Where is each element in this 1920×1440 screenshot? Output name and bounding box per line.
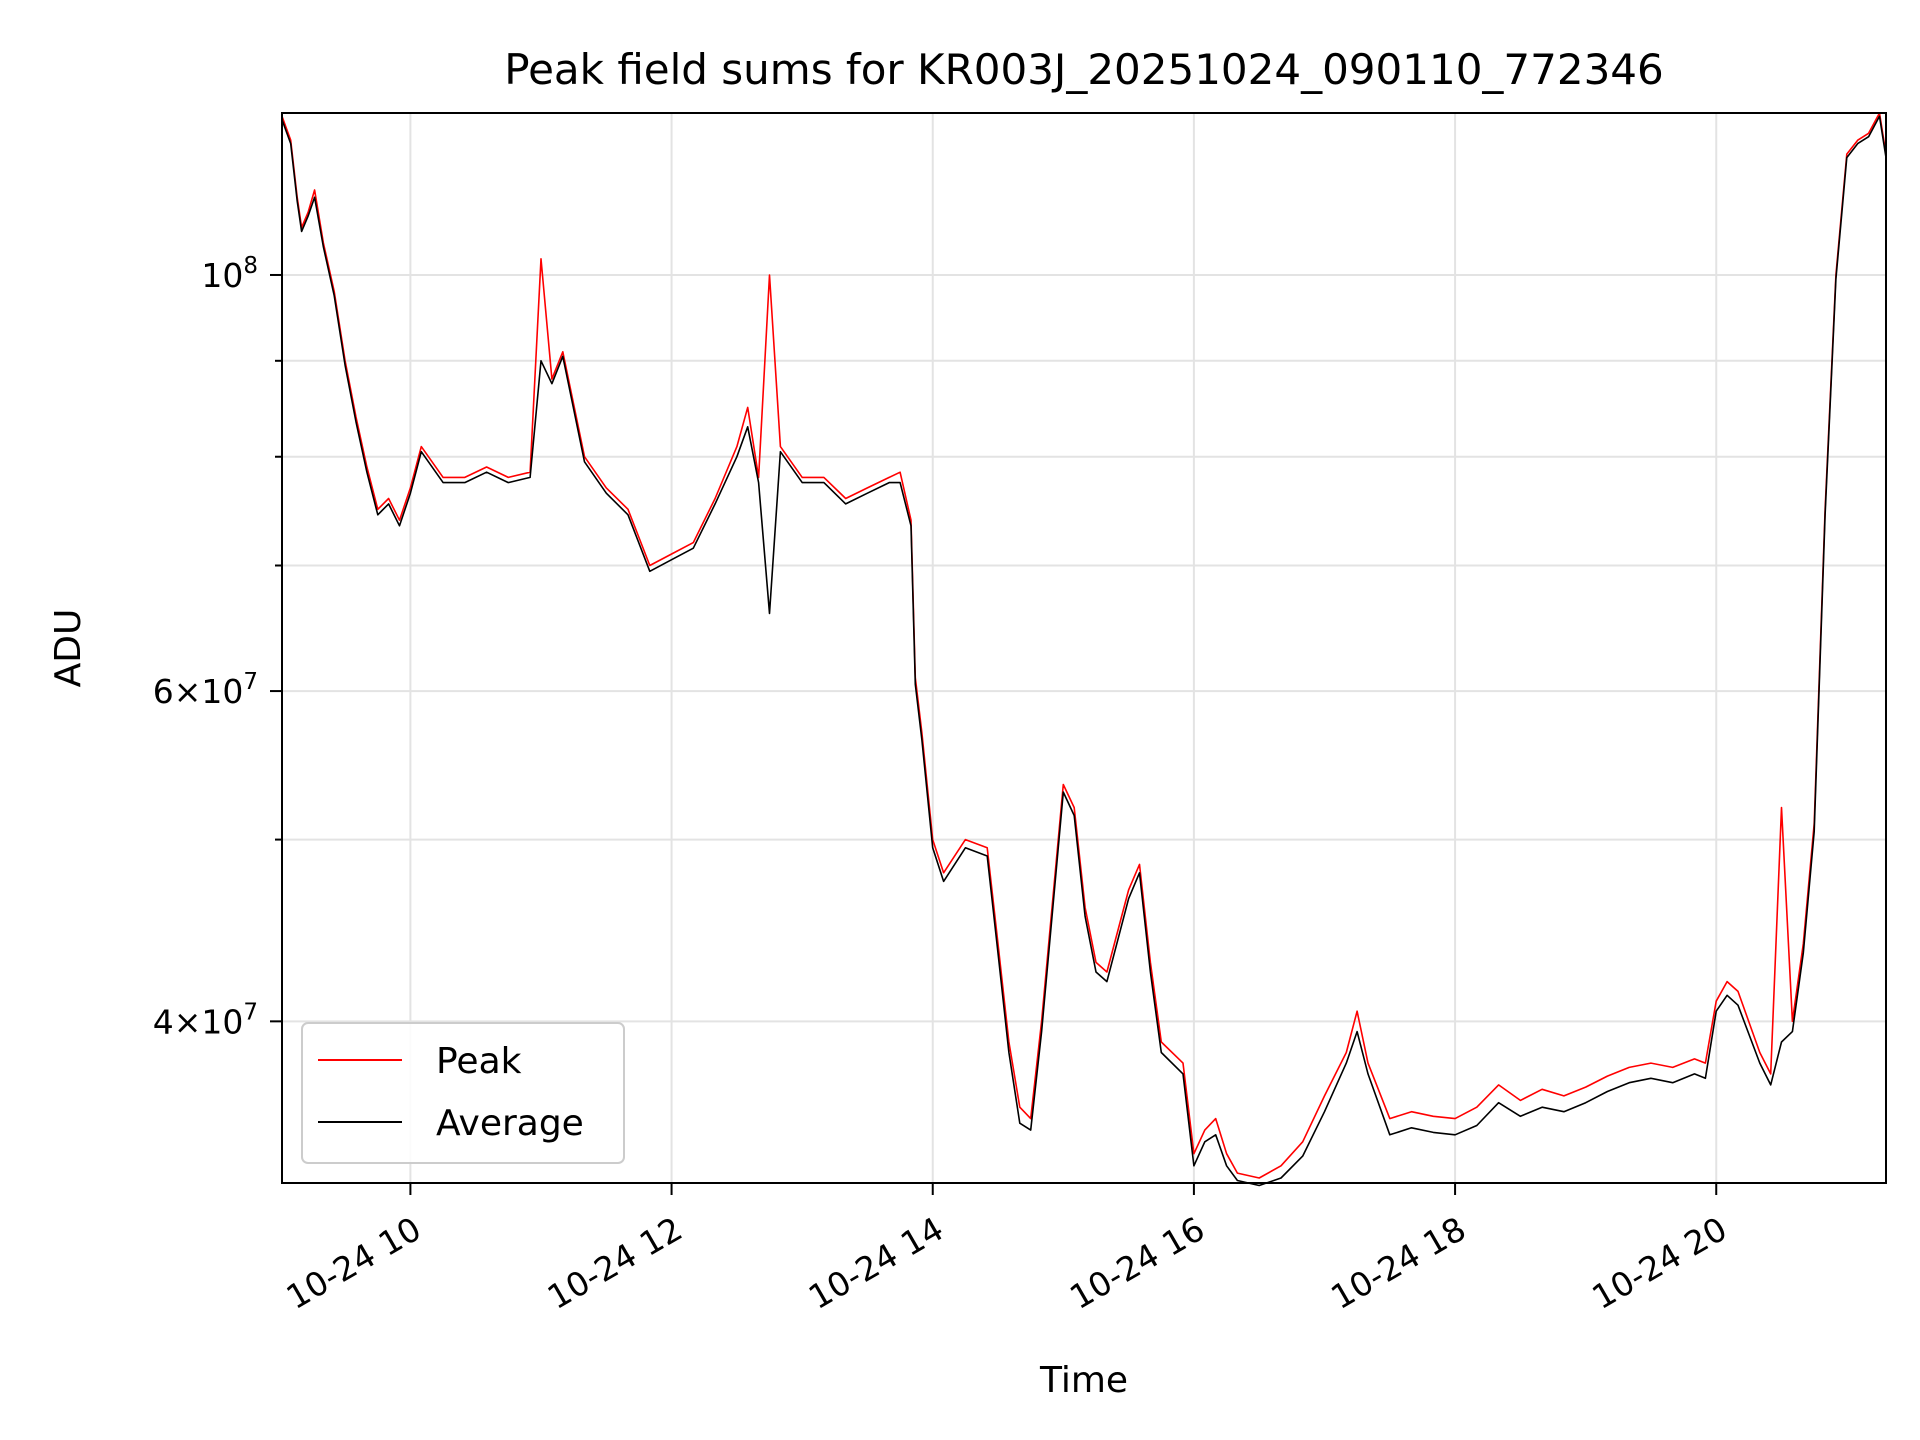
- y-tick-label: 108: [201, 253, 258, 295]
- series-line-average: [281, 115, 1887, 1187]
- x-tick-label: 10-24 14: [802, 1209, 950, 1317]
- y-tick-label: 6×107: [153, 669, 258, 711]
- y-tick-label: 4×107: [153, 999, 258, 1041]
- legend-box: [301, 1022, 625, 1164]
- y-axis-ticks: 4×107 6×107 108: [153, 253, 282, 1041]
- x-axis-ticks: 10-24 10 10-24 12 10-24 14 10-24 16 10-24 18…: [280, 1183, 1733, 1317]
- legend: Peak Average: [301, 1022, 625, 1164]
- plot-area-frame: [281, 112, 1887, 1184]
- plot-lines: [281, 112, 1887, 1187]
- x-tick-label: 10-24 16: [1063, 1209, 1211, 1317]
- y-axis-label: ADU: [48, 609, 89, 688]
- x-tick-label: 10-24 18: [1324, 1209, 1472, 1317]
- series-line-peak: [281, 112, 1887, 1179]
- legend-label-average: Average: [436, 1103, 584, 1144]
- chart-title: Peak field sums for KR003J_20251024_0901…: [504, 45, 1664, 94]
- x-tick-label: 10-24 20: [1585, 1209, 1733, 1317]
- x-tick-label: 10-24 12: [541, 1209, 689, 1317]
- x-axis-label: Time: [1039, 1360, 1128, 1401]
- grid: [282, 113, 1886, 1183]
- x-tick-label: 10-24 10: [280, 1209, 428, 1317]
- legend-label-peak: Peak: [436, 1041, 522, 1082]
